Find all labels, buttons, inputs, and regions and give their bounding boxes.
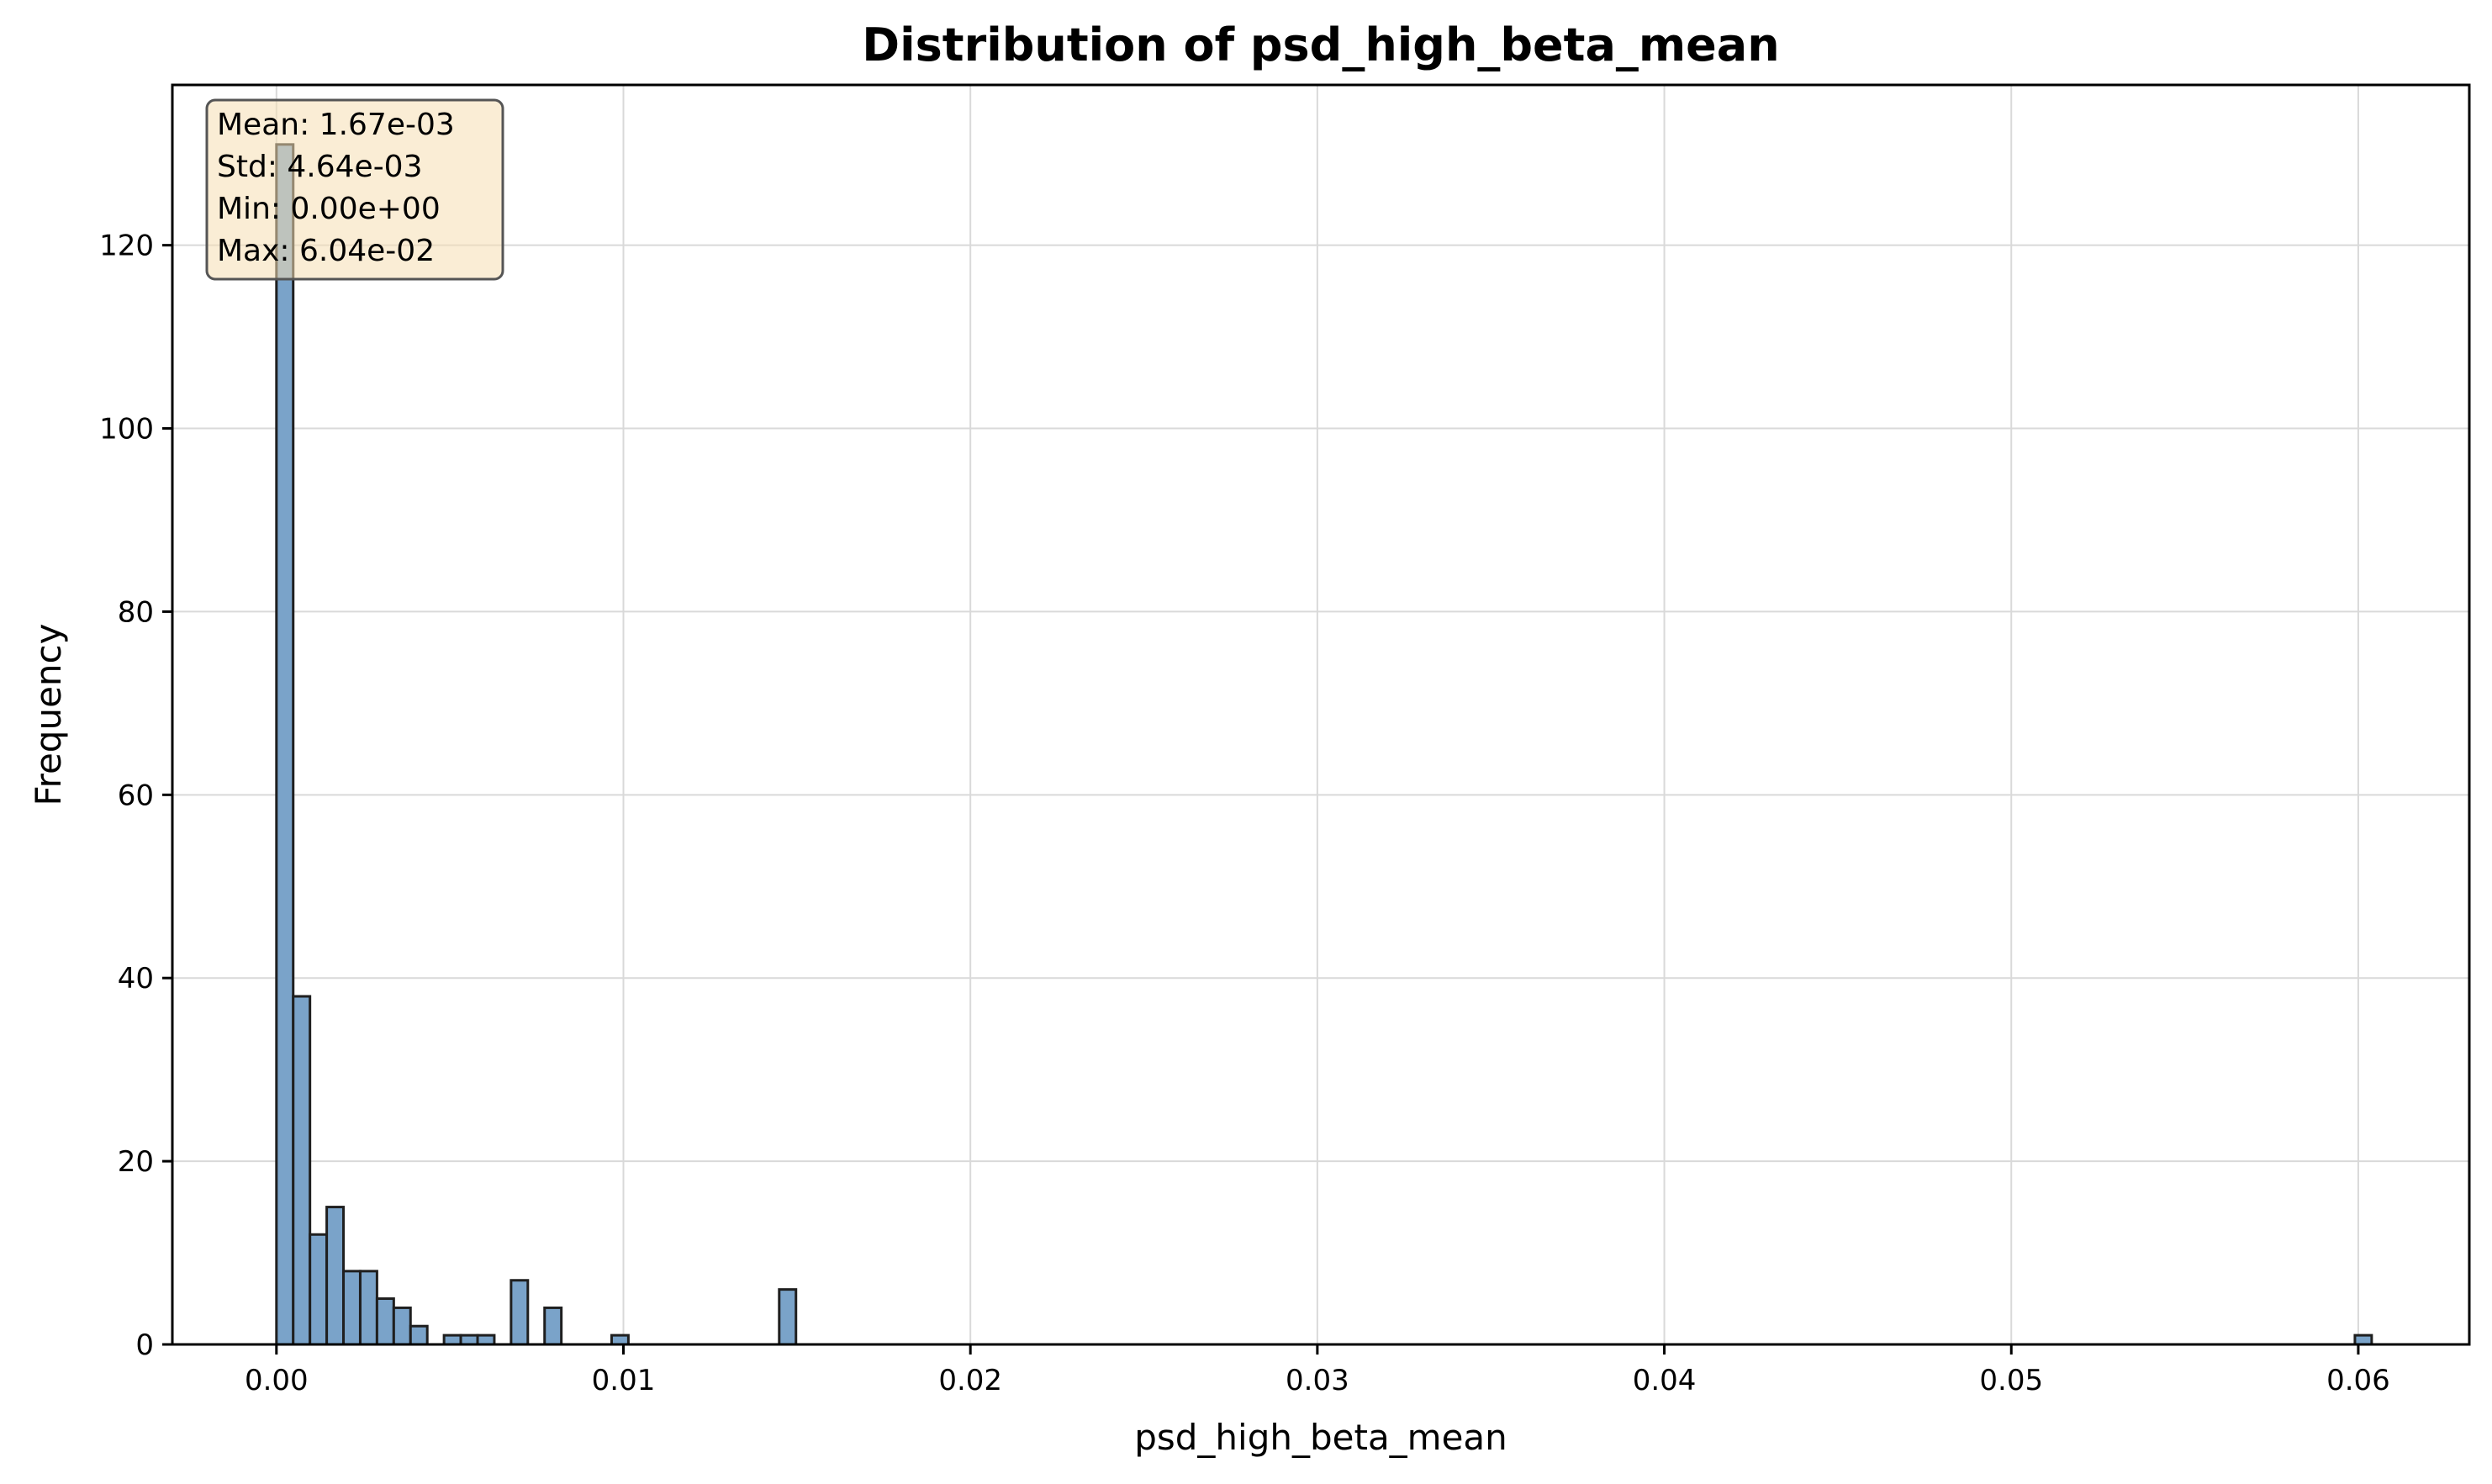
y-tick-label: 0 bbox=[135, 1328, 154, 1362]
histogram-bar bbox=[442, 1333, 462, 1346]
plot-area-frame bbox=[171, 83, 2471, 1346]
x-tick-label: 0.04 bbox=[1633, 1364, 1697, 1397]
histogram-bar bbox=[342, 1270, 362, 1346]
histogram-bar bbox=[509, 1279, 530, 1346]
histogram-bar bbox=[778, 1288, 798, 1346]
histogram-bar bbox=[375, 1297, 395, 1346]
x-axis-label: psd_high_beta_mean bbox=[1134, 1417, 1507, 1458]
y-tick-label: 120 bbox=[99, 230, 154, 263]
histogram-bar bbox=[476, 1333, 496, 1346]
histogram-bar bbox=[543, 1306, 563, 1346]
histogram-bar bbox=[309, 1233, 329, 1346]
x-tick-label: 0.06 bbox=[2326, 1364, 2390, 1397]
y-tick-label: 40 bbox=[118, 962, 154, 995]
grid-lines bbox=[172, 85, 2469, 1345]
stats-box-background bbox=[205, 98, 504, 281]
y-tick-label: 80 bbox=[118, 595, 154, 629]
y-tick-label: 20 bbox=[118, 1145, 154, 1179]
histogram-bar bbox=[275, 143, 295, 1346]
x-tick-label: 0.03 bbox=[1286, 1364, 1349, 1397]
stats-box: Mean: 1.67e-03 Std: 4.64e-03 Min: 0.00e+… bbox=[205, 98, 504, 281]
histogram-bar bbox=[2353, 1333, 2373, 1346]
stats-max: Max: 6.04e-02 bbox=[217, 234, 435, 268]
y-tick-label: 100 bbox=[99, 413, 154, 446]
histogram-bar bbox=[392, 1306, 412, 1346]
histogram-bar bbox=[358, 1270, 378, 1346]
y-axis-label: Frequency bbox=[28, 624, 69, 806]
histogram-bar bbox=[325, 1206, 346, 1346]
chart-title: Distribution of psd_high_beta_mean bbox=[862, 18, 1779, 71]
histogram-bar bbox=[292, 995, 312, 1346]
stats-mean: Mean: 1.67e-03 bbox=[217, 108, 455, 142]
histogram-bar bbox=[409, 1324, 429, 1346]
x-axis-ticks: 0.00 0.01 0.02 0.03 0.04 0.05 0.06 bbox=[245, 1344, 2390, 1397]
histogram-bars bbox=[275, 143, 2373, 1346]
y-axis-ticks: 0 20 40 60 80 100 120 bbox=[99, 230, 172, 1362]
y-tick-label: 60 bbox=[118, 779, 154, 812]
x-tick-label: 0.02 bbox=[938, 1364, 1002, 1397]
x-tick-label: 0.01 bbox=[592, 1364, 656, 1397]
stats-min: Min: 0.00e+00 bbox=[217, 192, 441, 226]
histogram-bar bbox=[610, 1333, 630, 1346]
x-tick-label: 0.00 bbox=[245, 1364, 309, 1397]
stats-std: Std: 4.64e-03 bbox=[217, 150, 423, 184]
histogram-bar bbox=[459, 1333, 479, 1346]
x-tick-label: 0.05 bbox=[1979, 1364, 2043, 1397]
